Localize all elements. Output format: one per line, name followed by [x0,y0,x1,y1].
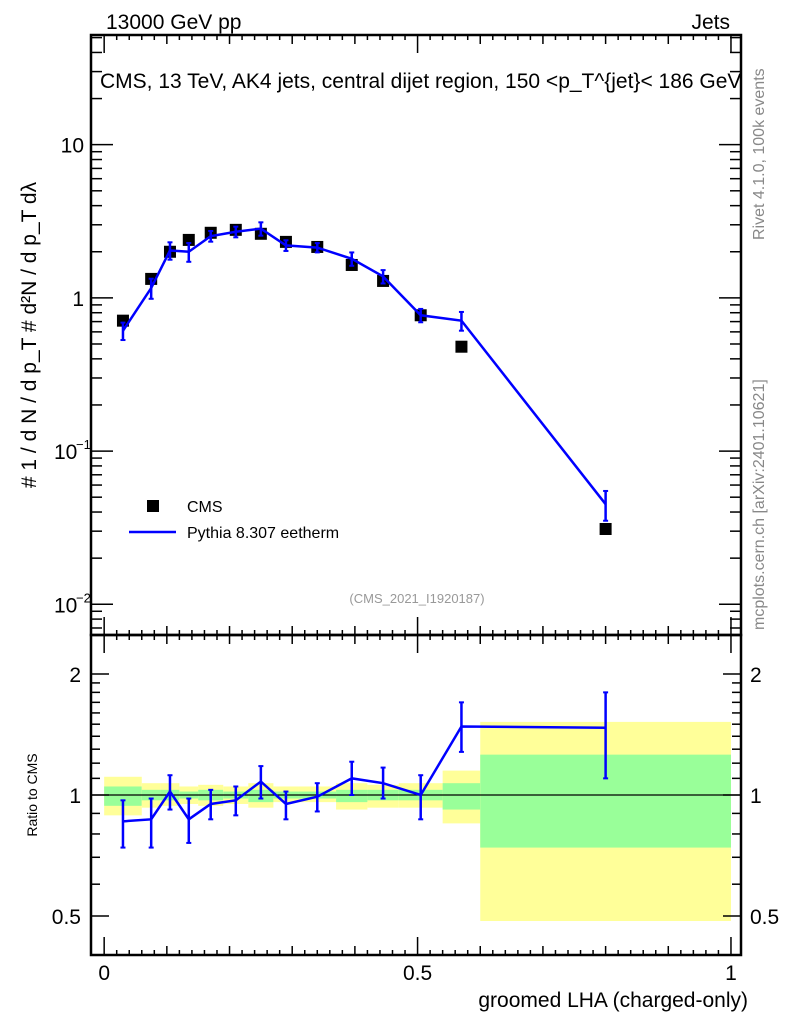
uncertainty-band-inner [442,783,481,810]
cms-data-point [116,314,129,327]
y-tick-exponent: −2 [76,590,91,605]
header-right: Jets [691,11,730,34]
plot-title: CMS, 13 TeV, AK4 jets, central dijet reg… [100,70,741,93]
legend-label-cms: CMS [187,499,223,516]
y-axis-label-main: # 1 / d N / d p_T # d²N / d p_T dλ [18,181,41,488]
analysis-id: (CMS_2021_I1920187) [349,591,484,606]
y-tick-label: 10 [54,441,77,464]
y-axis-label-ratio: Ratio to CMS [24,753,40,836]
ratio-y-tick-label-left: 1 [69,785,81,808]
legend-label-pythia: Pythia 8.307 eetherm [187,525,339,542]
pythia-line [121,227,607,505]
ratio-y-tick-label-right: 0.5 [750,906,779,929]
ratio-panel [91,691,741,921]
ratio-y-tick-label-left: 0.5 [52,906,81,929]
y-tick-label: 10 [54,594,77,617]
cms-data-point [599,522,612,535]
x-tick-label: 0.5 [403,962,432,985]
uncertainty-band-inner [104,786,142,806]
rivet-version: Rivet 4.1.0, 100k events [751,68,768,240]
legend: CMS Pythia 8.307 eetherm [129,499,339,542]
main-frame [89,33,743,637]
cms-data-point [455,340,468,353]
cms-data-point [182,233,195,246]
y-tick-label: 1 [72,288,84,311]
ratio-y-tick-label-left: 2 [69,664,81,687]
ratio-y-tick-label-right: 2 [750,664,762,687]
header-left: 13000 GeV pp [106,11,241,34]
mcplots-credit: mcplots.cern.ch [arXiv:2401.10621] [751,379,768,630]
y-tick-exponent: −1 [76,437,91,452]
x-tick-label: 0 [98,962,110,985]
y-tick-label: 10 [61,135,84,158]
main-panel [116,221,612,535]
x-tick-label: 1 [725,962,737,985]
legend-marker-cms [147,500,159,512]
x-axis-label: groomed LHA (charged-only) [478,989,748,1012]
ratio-y-tick-label-right: 1 [750,785,762,808]
ratio-line-pythia [122,725,606,823]
